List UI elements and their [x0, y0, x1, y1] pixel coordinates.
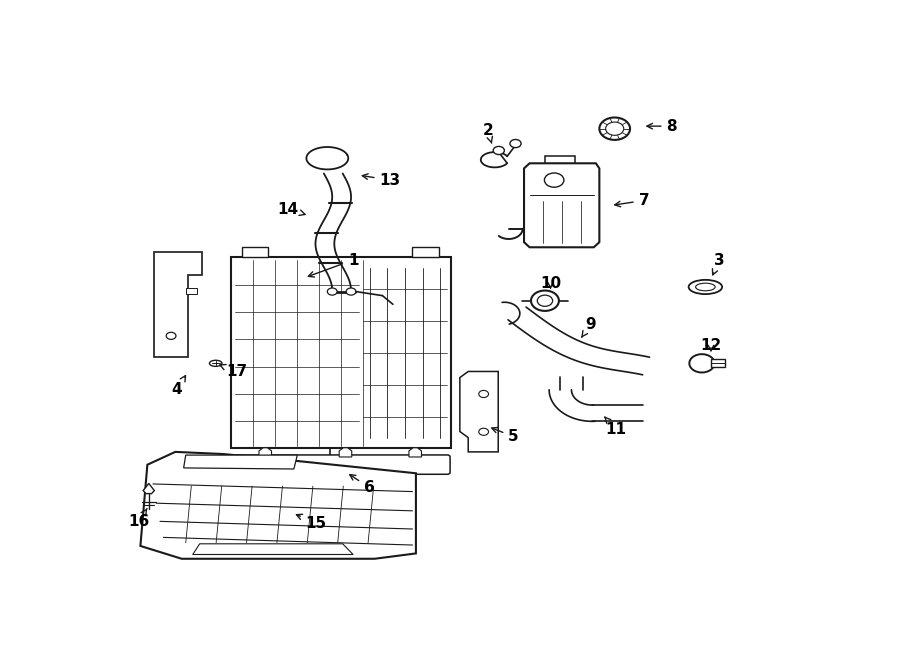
FancyBboxPatch shape	[229, 455, 450, 475]
Text: 2: 2	[482, 123, 493, 143]
Polygon shape	[193, 544, 353, 555]
Text: 4: 4	[171, 375, 185, 397]
Circle shape	[493, 146, 504, 155]
Circle shape	[479, 391, 489, 397]
Text: 8: 8	[647, 118, 677, 134]
FancyBboxPatch shape	[545, 156, 575, 163]
Circle shape	[166, 332, 176, 339]
Ellipse shape	[696, 283, 716, 291]
Polygon shape	[460, 371, 499, 452]
Polygon shape	[339, 447, 352, 457]
Polygon shape	[524, 163, 599, 247]
Text: 7: 7	[615, 193, 649, 208]
FancyBboxPatch shape	[231, 258, 451, 448]
FancyBboxPatch shape	[241, 247, 268, 258]
Circle shape	[328, 288, 338, 295]
Text: 5: 5	[491, 428, 519, 444]
Ellipse shape	[210, 360, 222, 366]
Circle shape	[689, 354, 715, 373]
Polygon shape	[155, 253, 202, 357]
FancyBboxPatch shape	[186, 288, 197, 294]
FancyBboxPatch shape	[412, 247, 439, 258]
Text: 9: 9	[581, 317, 596, 337]
FancyBboxPatch shape	[711, 360, 724, 368]
Text: 17: 17	[220, 364, 248, 379]
Polygon shape	[409, 447, 421, 457]
Polygon shape	[140, 452, 416, 559]
Text: 11: 11	[605, 417, 626, 437]
Polygon shape	[184, 455, 297, 469]
Text: 10: 10	[540, 276, 561, 292]
Circle shape	[544, 173, 564, 187]
Circle shape	[346, 288, 356, 295]
Text: 3: 3	[713, 253, 725, 275]
Text: 14: 14	[278, 202, 305, 217]
Text: 15: 15	[296, 514, 327, 531]
Circle shape	[479, 428, 489, 436]
Circle shape	[510, 139, 521, 147]
Text: 12: 12	[700, 338, 722, 352]
Circle shape	[531, 291, 559, 311]
Text: 13: 13	[363, 173, 400, 188]
Circle shape	[599, 118, 630, 140]
Polygon shape	[259, 447, 272, 457]
Polygon shape	[143, 483, 155, 494]
Text: 1: 1	[309, 253, 358, 277]
Text: 16: 16	[129, 508, 149, 529]
FancyBboxPatch shape	[323, 456, 362, 461]
Circle shape	[537, 295, 553, 306]
Ellipse shape	[688, 280, 722, 294]
Circle shape	[606, 122, 624, 136]
Text: 6: 6	[350, 475, 374, 495]
